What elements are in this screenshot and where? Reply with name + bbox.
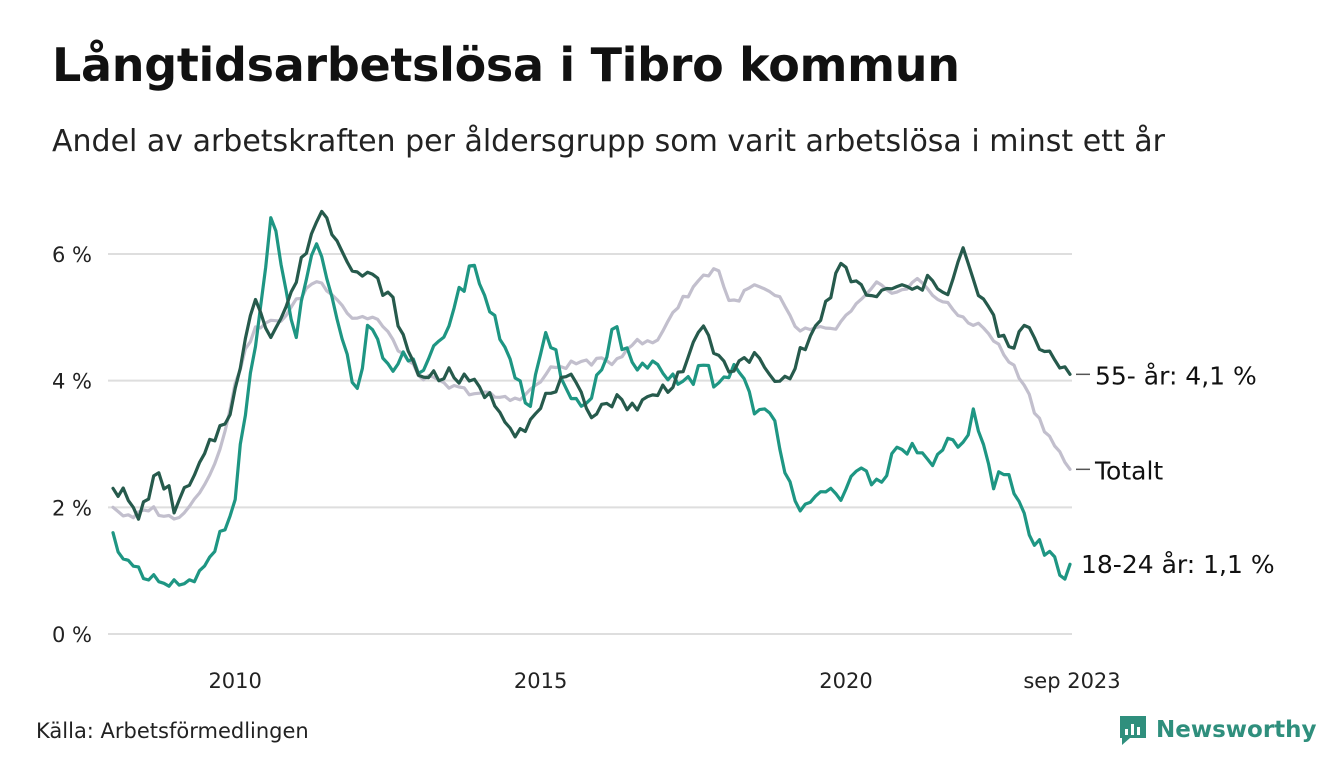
y-tick-label: 6 %: [52, 243, 92, 267]
y-tick-label: 2 %: [52, 496, 92, 520]
series-line-18-24-r: [111, 216, 1072, 588]
series-line-totalt: [111, 267, 1072, 521]
y-axis: 0 % 2 % 4 % 6 %: [52, 243, 92, 647]
x-axis: 2010 2015 2020 sep 2023: [208, 669, 1120, 693]
series-labels: Totalt 55- år: 4,1 % 18-24 år: 1,1 %: [1076, 361, 1275, 579]
series-end-label: 55- år: 4,1 %: [1095, 361, 1257, 390]
y-tick-label: 4 %: [52, 370, 92, 394]
x-tick-label: sep 2023: [1023, 669, 1120, 693]
brand-name: Newsworthy: [1156, 717, 1317, 743]
x-tick-label: 2020: [819, 669, 872, 693]
source-note: Källa: Arbetsförmedlingen: [36, 719, 309, 743]
series-end-label: 18-24 år: 1,1 %: [1081, 550, 1275, 579]
y-tick-label: 0 %: [52, 623, 92, 647]
chart-subtitle: Andel av arbetskraften per åldersgrupp s…: [52, 124, 1165, 159]
series-line-55-r: [111, 209, 1072, 521]
chart-title: Långtidsarbetslösa i Tibro kommun: [52, 38, 960, 92]
newsworthy-logo-icon: [1120, 716, 1146, 745]
x-tick-label: 2010: [208, 669, 261, 693]
newsworthy-logo: Newsworthy: [1118, 713, 1317, 747]
series-end-label: Totalt: [1094, 456, 1163, 485]
series: [111, 209, 1072, 588]
x-tick-label: 2015: [514, 669, 567, 693]
